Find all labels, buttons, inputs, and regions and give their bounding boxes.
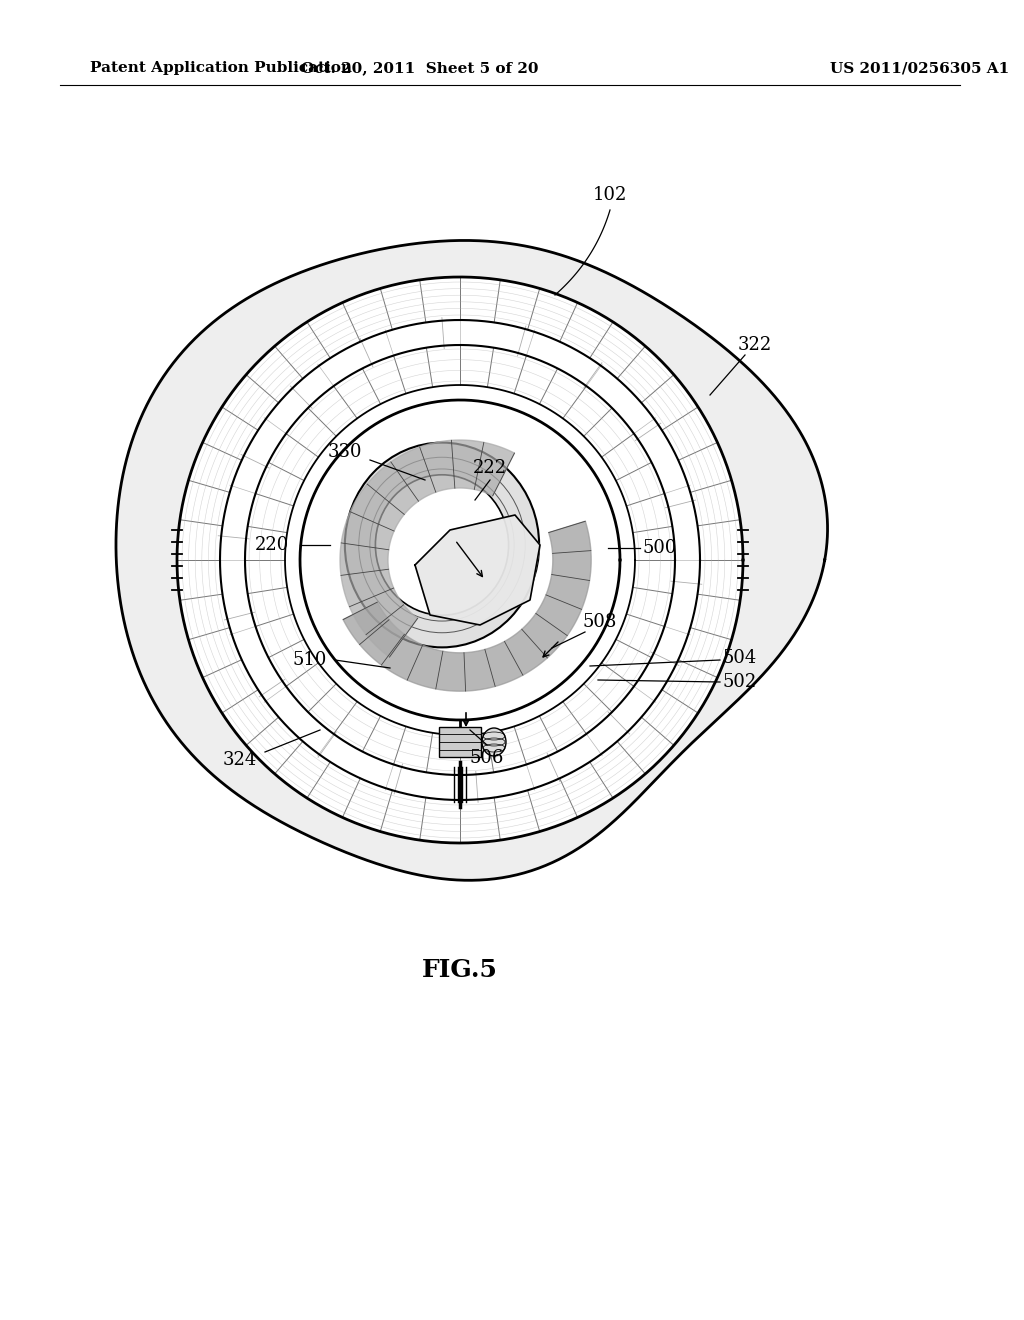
Text: 220: 220 — [255, 536, 289, 554]
Ellipse shape — [482, 729, 506, 756]
Text: US 2011/0256305 A1: US 2011/0256305 A1 — [830, 61, 1010, 75]
Text: FIG.5: FIG.5 — [422, 958, 498, 982]
Polygon shape — [415, 515, 540, 624]
Text: 506: 506 — [470, 748, 504, 767]
Polygon shape — [116, 240, 827, 880]
Text: 502: 502 — [723, 673, 757, 690]
Polygon shape — [340, 440, 514, 657]
Text: 330: 330 — [328, 444, 362, 461]
Polygon shape — [220, 319, 700, 800]
Ellipse shape — [376, 475, 509, 615]
Text: Oct. 20, 2011  Sheet 5 of 20: Oct. 20, 2011 Sheet 5 of 20 — [301, 61, 539, 75]
Polygon shape — [439, 727, 481, 756]
Polygon shape — [245, 345, 675, 775]
Polygon shape — [285, 385, 635, 735]
Polygon shape — [343, 521, 591, 692]
Text: 504: 504 — [723, 649, 757, 667]
Polygon shape — [177, 277, 743, 843]
Text: 510: 510 — [293, 651, 328, 669]
Text: 222: 222 — [473, 459, 507, 477]
Text: 508: 508 — [583, 612, 617, 631]
Text: 324: 324 — [223, 751, 257, 770]
Text: 322: 322 — [738, 337, 772, 354]
Ellipse shape — [345, 442, 539, 647]
Text: 102: 102 — [593, 186, 627, 205]
Polygon shape — [116, 240, 827, 880]
Text: 500: 500 — [643, 539, 677, 557]
Polygon shape — [300, 400, 620, 719]
Text: Patent Application Publication: Patent Application Publication — [90, 61, 352, 75]
